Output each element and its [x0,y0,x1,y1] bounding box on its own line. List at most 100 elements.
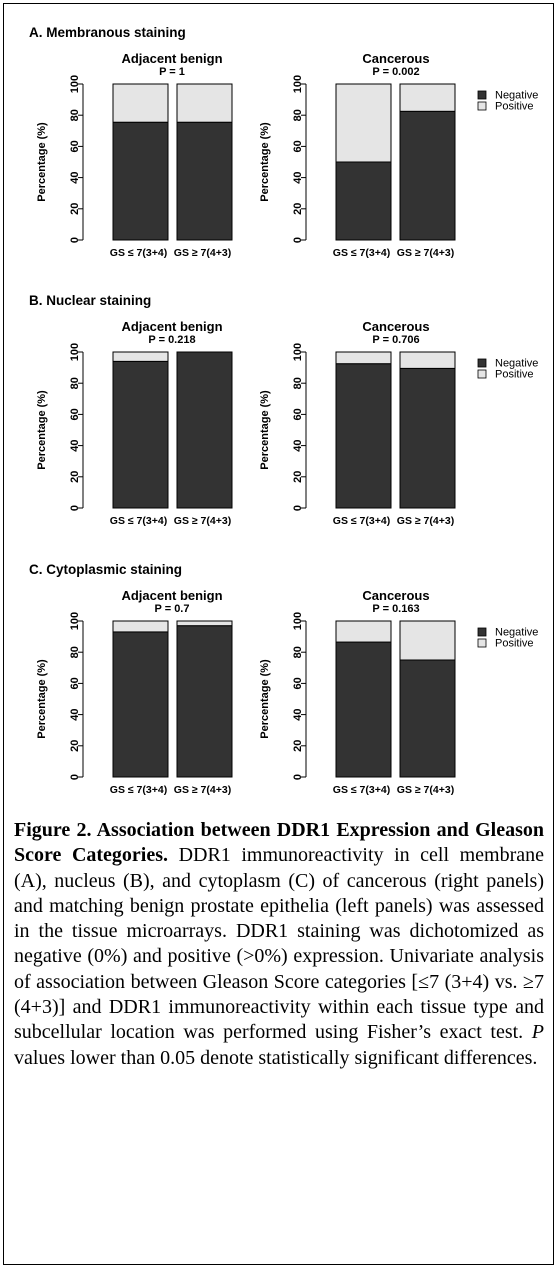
y-tick-label: 0 [292,505,304,511]
bar-negative [176,121,233,241]
bar-negative [399,367,456,509]
legend-label-negative: Negative [495,358,538,370]
p-value-label: P = 0.218 [148,334,195,346]
y-tick-label: 40 [292,171,304,183]
y-tick-label: 80 [69,109,81,121]
legend-label-negative: Negative [495,627,538,639]
x-category-label: GS ≤ 7(3+4) [110,247,167,259]
legend-swatch-positive [477,638,487,648]
legend-label-positive: Positive [495,369,534,381]
y-tick-label: 80 [69,377,81,389]
x-category-label: GS ≤ 7(3+4) [333,247,390,259]
y-tick-label: 20 [292,740,304,752]
panel-title: Adjacent benign [121,588,222,603]
legend-label-positive: Positive [495,638,534,650]
legend-swatch-negative [477,358,487,368]
panel-title: Adjacent benign [121,51,222,66]
panel-title: Adjacent benign [121,319,222,334]
x-category-label: GS ≤ 7(3+4) [333,515,390,527]
caption-p-italic: P [531,1021,544,1044]
y-tick-label: 80 [292,377,304,389]
bar-positive [335,620,392,643]
legend-swatch-positive [477,369,487,379]
y-tick-label: 60 [292,408,304,420]
p-value-label: P = 0.7 [155,603,190,615]
figure-caption: Figure 2. Association between DDR1 Expre… [14,818,544,1071]
y-tick-label: 100 [69,343,81,361]
bar-positive [112,83,169,123]
y-tick-label: 100 [69,612,81,630]
x-category-label: GS ≤ 7(3+4) [110,784,167,796]
section-title: A. Membranous staining [29,25,186,40]
panel-title: Cancerous [362,588,429,603]
y-tick-label: 100 [292,75,304,93]
legend-swatch-positive [477,101,487,111]
y-tick-label: 40 [292,439,304,451]
x-category-label: GS ≥ 7(4+3) [397,515,454,527]
y-tick-label: 40 [69,171,81,183]
y-tick-label: 0 [292,237,304,243]
bar-negative [335,641,392,778]
y-tick-label: 20 [69,203,81,215]
y-tick-label: 20 [292,203,304,215]
bar-negative [176,625,233,778]
legend-label-positive: Positive [495,101,534,113]
bar-negative [335,363,392,509]
caption-text-part2: values lower than 0.05 denote statistica… [14,1046,538,1069]
y-tick-label: 80 [292,646,304,658]
y-tick-label: 80 [292,109,304,121]
x-category-label: GS ≥ 7(4+3) [174,784,231,796]
bar-negative [335,161,392,241]
bar-positive [176,83,233,123]
bar-negative [112,360,169,509]
p-value-label: P = 0.163 [372,603,419,615]
y-axis-label: Percentage (%) [36,122,48,202]
y-axis-label: Percentage (%) [259,390,271,470]
bar-negative [112,631,169,778]
panel-title: Cancerous [362,51,429,66]
bar-positive [112,620,169,633]
legend-swatch-negative [477,90,487,100]
legend-swatch-negative [477,627,487,637]
bar-positive [112,351,169,362]
y-tick-label: 60 [69,140,81,152]
y-tick-label: 0 [69,505,81,511]
y-tick-label: 40 [69,708,81,720]
x-category-label: GS ≤ 7(3+4) [333,784,390,796]
y-tick-label: 20 [69,471,81,483]
x-category-label: GS ≥ 7(4+3) [174,247,231,259]
legend-label-negative: Negative [495,90,538,102]
y-tick-label: 60 [292,677,304,689]
x-category-label: GS ≤ 7(3+4) [110,515,167,527]
y-tick-label: 80 [69,646,81,658]
y-tick-label: 0 [292,774,304,780]
y-tick-label: 20 [292,471,304,483]
panel-title: Cancerous [362,319,429,334]
y-tick-label: 60 [69,677,81,689]
p-value-label: P = 0.706 [372,334,419,346]
p-value-label: P = 0.002 [372,66,419,78]
x-category-label: GS ≥ 7(4+3) [174,515,231,527]
y-tick-label: 40 [69,439,81,451]
bar-negative [399,659,456,778]
y-tick-label: 0 [69,774,81,780]
p-value-label: P = 1 [159,66,185,78]
y-axis-label: Percentage (%) [259,659,271,739]
section-title: B. Nuclear staining [29,293,151,308]
figure-frame [3,3,554,1265]
bar-positive [399,83,456,112]
y-tick-label: 100 [69,75,81,93]
y-axis-label: Percentage (%) [259,122,271,202]
caption-title: Figure 2. Association between DDR1 Expre… [14,819,544,867]
section-title: C. Cytoplasmic staining [29,562,182,577]
bar-positive [335,351,392,365]
y-tick-label: 100 [292,612,304,630]
y-tick-label: 60 [69,408,81,420]
y-axis-label: Percentage (%) [36,390,48,470]
y-tick-label: 60 [292,140,304,152]
